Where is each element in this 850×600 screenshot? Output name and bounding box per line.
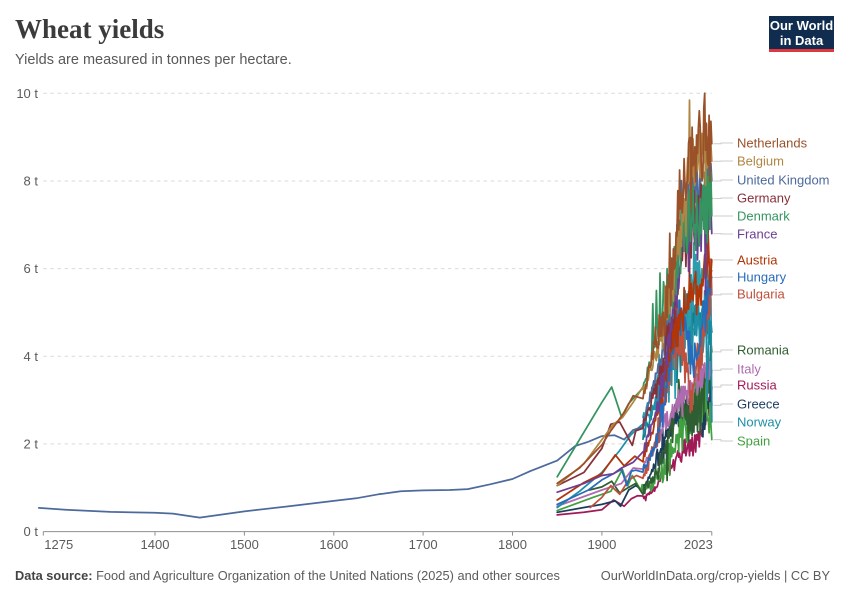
svg-text:1275: 1275 bbox=[44, 537, 73, 552]
svg-text:France: France bbox=[737, 227, 777, 242]
svg-text:1900: 1900 bbox=[587, 537, 616, 552]
svg-text:Spain: Spain bbox=[737, 434, 770, 449]
svg-text:Germany: Germany bbox=[737, 191, 791, 206]
svg-text:6 t: 6 t bbox=[24, 261, 39, 276]
svg-text:1400: 1400 bbox=[141, 537, 170, 552]
svg-text:Hungary: Hungary bbox=[737, 270, 787, 285]
svg-text:Austria: Austria bbox=[737, 253, 778, 268]
svg-text:Netherlands: Netherlands bbox=[737, 136, 808, 151]
svg-text:Romania: Romania bbox=[737, 343, 790, 358]
svg-text:Italy: Italy bbox=[737, 362, 761, 377]
svg-text:1800: 1800 bbox=[498, 537, 527, 552]
svg-text:Russia: Russia bbox=[737, 378, 778, 393]
svg-text:8 t: 8 t bbox=[24, 174, 39, 189]
svg-text:1600: 1600 bbox=[319, 537, 348, 552]
svg-text:United Kingdom: United Kingdom bbox=[737, 173, 830, 188]
svg-text:4 t: 4 t bbox=[24, 349, 39, 364]
svg-text:Belgium: Belgium bbox=[737, 154, 784, 169]
svg-text:0 t: 0 t bbox=[24, 524, 39, 539]
svg-text:2023: 2023 bbox=[684, 537, 713, 552]
svg-text:Greece: Greece bbox=[737, 397, 780, 412]
svg-text:10 t: 10 t bbox=[16, 86, 38, 101]
svg-text:1700: 1700 bbox=[409, 537, 438, 552]
svg-text:Denmark: Denmark bbox=[737, 209, 790, 224]
svg-text:1500: 1500 bbox=[230, 537, 259, 552]
svg-text:Bulgaria: Bulgaria bbox=[737, 287, 785, 302]
svg-text:Norway: Norway bbox=[737, 415, 782, 430]
svg-text:2 t: 2 t bbox=[24, 436, 39, 451]
